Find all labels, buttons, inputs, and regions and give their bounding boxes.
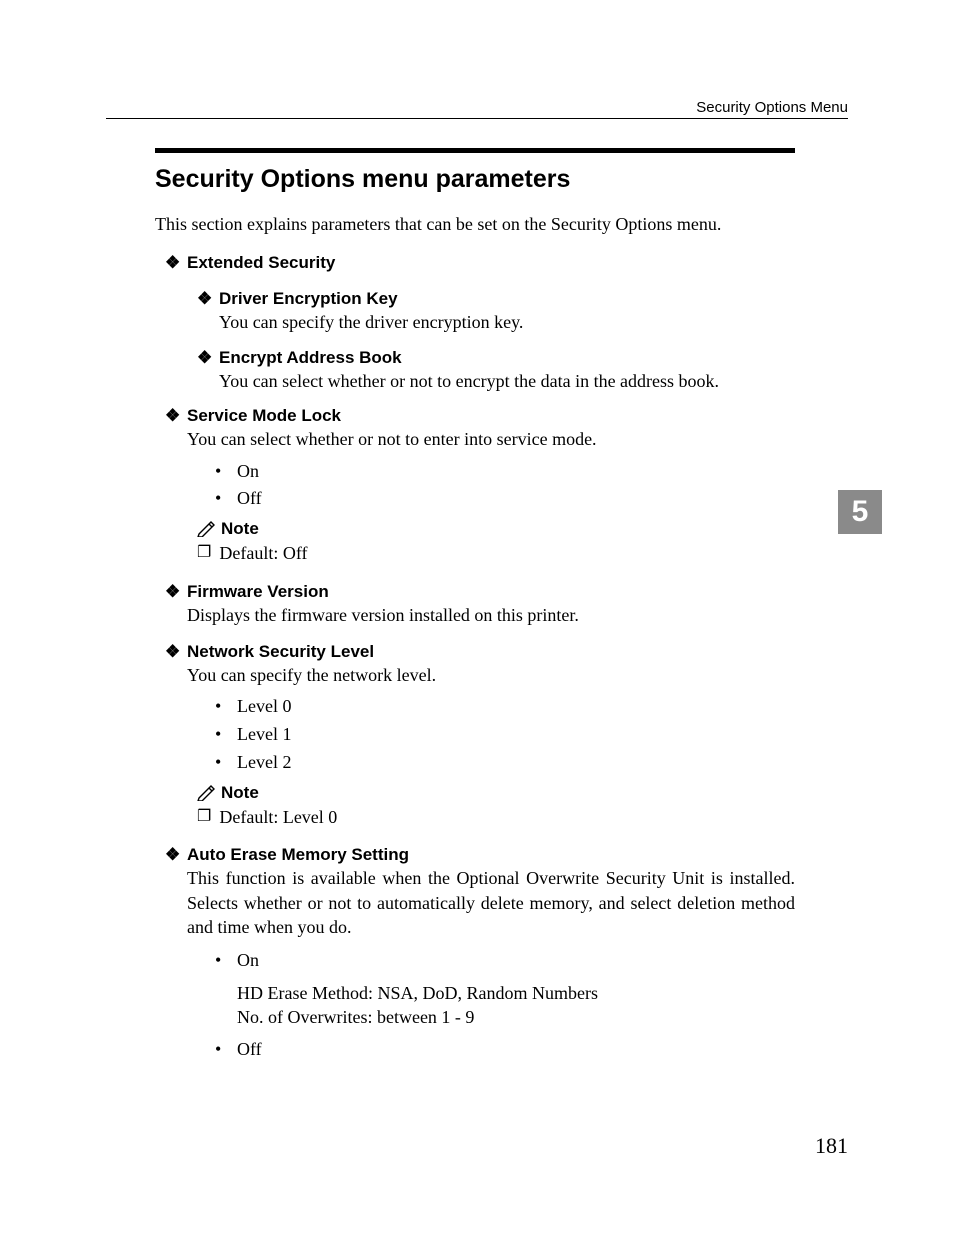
subsection-encrypt-address-book: ❖ Encrypt Address Book You can select wh…: [197, 347, 795, 393]
option-list: On Off: [215, 458, 795, 514]
section-body: Displays the firmware version installed …: [187, 605, 579, 625]
title-rule: [155, 148, 795, 153]
subsection-heading: Encrypt Address Book: [219, 348, 402, 367]
list-item: Level 1: [215, 721, 795, 749]
pencil-icon: [197, 521, 215, 537]
section-heading: Firmware Version: [187, 582, 329, 601]
subsection-driver-encryption: ❖ Driver Encryption Key You can specify …: [197, 288, 795, 334]
section-auto-erase-memory: ❖ Auto Erase Memory Setting This functio…: [165, 844, 795, 1063]
header-rule: [106, 118, 848, 119]
page-number: 181: [815, 1133, 848, 1159]
diamond-icon: ❖: [165, 641, 187, 687]
section-body: You can select whether or not to enter i…: [187, 429, 597, 449]
intro-text: This section explains parameters that ca…: [155, 212, 795, 236]
diamond-icon: ❖: [197, 288, 219, 334]
note-block: Note ❐ Default: Level 0: [197, 783, 795, 830]
option-list: Off: [215, 1036, 795, 1064]
box-bullet-icon: ❐: [197, 541, 211, 566]
option-list: Level 0 Level 1 Level 2: [215, 693, 795, 777]
option-list: On: [215, 947, 795, 975]
diamond-icon: ❖: [165, 844, 187, 939]
subsection-body: You can select whether or not to encrypt…: [219, 371, 719, 391]
running-header: Security Options Menu: [696, 99, 848, 116]
box-bullet-icon: ❐: [197, 805, 211, 830]
section-extended-security: ❖ Extended Security: [165, 252, 795, 274]
note-text: Default: Off: [219, 541, 307, 566]
diamond-icon: ❖: [197, 347, 219, 393]
section-firmware-version: ❖ Firmware Version Displays the firmware…: [165, 581, 795, 627]
note-block: Note ❐ Default: Off: [197, 519, 795, 566]
section-heading: Service Mode Lock: [187, 406, 341, 425]
section-heading: Network Security Level: [187, 642, 374, 661]
section-body: This function is available when the Opti…: [187, 866, 795, 939]
diamond-icon: ❖: [165, 581, 187, 627]
note-label: Note: [221, 783, 259, 803]
page-title: Security Options menu parameters: [155, 165, 795, 194]
diamond-icon: ❖: [165, 252, 187, 274]
subsection-heading: Driver Encryption Key: [219, 289, 398, 308]
section-heading: Auto Erase Memory Setting: [187, 845, 409, 864]
list-item: Off: [215, 1036, 795, 1064]
list-item: Off: [215, 485, 795, 513]
list-item: Level 0: [215, 693, 795, 721]
list-item: On: [215, 458, 795, 486]
list-item: On: [215, 947, 795, 975]
section-body: You can specify the network level.: [187, 665, 436, 685]
list-item: Level 2: [215, 749, 795, 777]
content-area: Security Options menu parameters This se…: [155, 148, 795, 1078]
diamond-icon: ❖: [165, 405, 187, 451]
sub-detail: No. of Overwrites: between 1 - 9: [237, 1005, 795, 1029]
pencil-icon: [197, 785, 215, 801]
sub-detail: HD Erase Method: NSA, DoD, Random Number…: [237, 981, 795, 1005]
subsection-body: You can specify the driver encryption ke…: [219, 312, 523, 332]
section-network-security-level: ❖ Network Security Level You can specify…: [165, 641, 795, 830]
document-page: Security Options Menu 5 Security Options…: [0, 0, 954, 1235]
note-label: Note: [221, 519, 259, 539]
section-service-mode-lock: ❖ Service Mode Lock You can select wheth…: [165, 405, 795, 566]
note-text: Default: Level 0: [219, 805, 337, 830]
chapter-tab: 5: [838, 490, 882, 534]
section-heading: Extended Security: [187, 252, 795, 274]
